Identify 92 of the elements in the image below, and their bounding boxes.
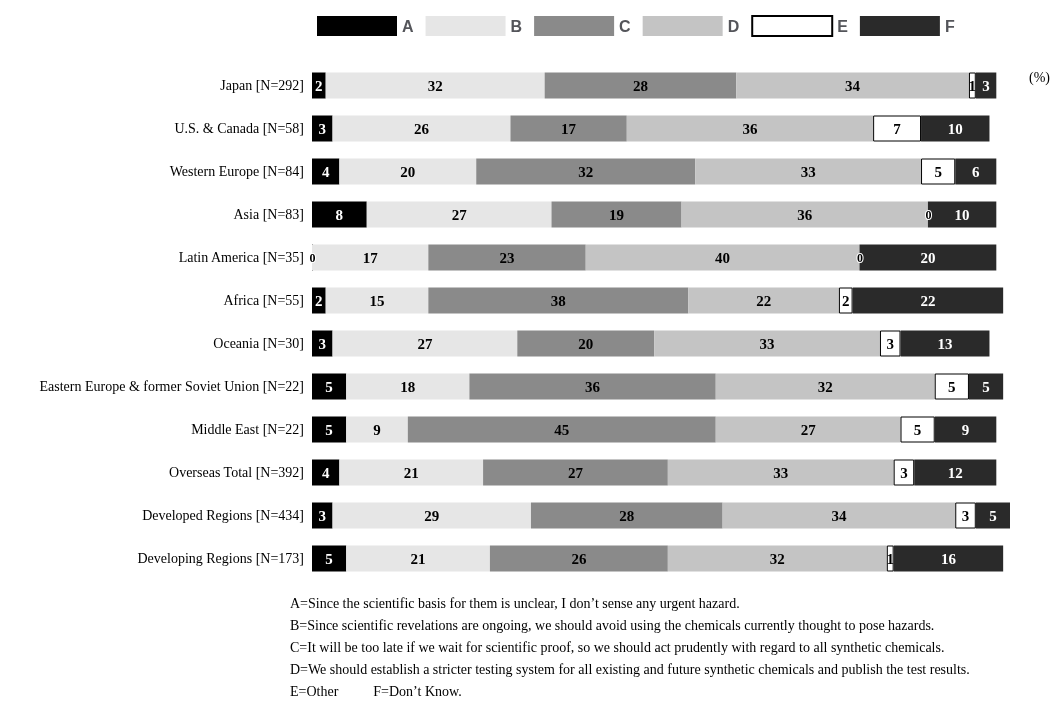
data-label: 33 <box>800 163 816 180</box>
data-label: 29 <box>424 507 440 524</box>
data-label: 5 <box>934 163 942 180</box>
y-tick-label: Oceania [N=30] <box>213 336 304 351</box>
text: A=Since the scientific basis for them is unclear, I don’t sense any urgent hazard. <box>290 595 740 611</box>
data-label: 3 <box>318 335 327 352</box>
y-tick-label: Overseas Total [N=392] <box>169 465 304 480</box>
data-label: 23 <box>499 249 515 266</box>
data-label: 33 <box>773 464 789 481</box>
data-label: 27 <box>451 206 468 223</box>
legend-label: F <box>944 17 955 35</box>
data-label: 5 <box>982 378 990 395</box>
data-label: 27 <box>800 421 817 438</box>
data-label: 4 <box>321 464 330 481</box>
data-label: 32 <box>427 77 443 94</box>
data-label: 2 <box>315 77 323 94</box>
data-label: 38 <box>550 292 566 309</box>
data-label: 2 <box>842 292 850 309</box>
data-label: 21 <box>403 464 419 481</box>
data-label: 45 <box>554 421 570 438</box>
data-label: 9 <box>961 421 970 438</box>
data-label: 22 <box>920 292 936 309</box>
data-label: 28 <box>632 77 648 94</box>
data-label: 3 <box>886 335 894 352</box>
data-label: 9 <box>373 421 381 438</box>
data-label: 26 <box>571 550 587 567</box>
data-label: 0 <box>925 207 932 222</box>
data-label: 10 <box>947 120 963 137</box>
legend-label: C <box>619 17 632 35</box>
data-label: 26 <box>413 120 430 137</box>
data-label: 3 <box>982 77 990 94</box>
data-label: 32 <box>817 378 833 395</box>
text: B=Since scientific revelations are ongoing, we should avoid using the chemicals currently thought to pose hazards. <box>290 617 935 633</box>
y-tick-label: Asia [N=83] <box>233 207 304 222</box>
data-label: 12 <box>947 464 963 481</box>
data-label: 5 <box>989 507 997 524</box>
y-tick-label: Developed Regions [N=434] <box>142 508 304 523</box>
text: E=Other F=Don’t Know. <box>290 683 462 699</box>
data-label: 16 <box>940 550 957 567</box>
data-label: 19 <box>609 206 625 223</box>
data-label: 5 <box>325 421 333 438</box>
data-label: 5 <box>948 378 956 395</box>
data-label: 36 <box>585 378 601 395</box>
data-label: 32 <box>578 163 594 180</box>
legend-label: D <box>727 17 740 35</box>
text: D=We should establish a stricter testing system for all existing and future synthetic chemicals and publish the test results. <box>290 661 970 677</box>
data-label: 5 <box>325 550 333 567</box>
data-label: 3 <box>318 120 327 137</box>
data-label: 33 <box>759 335 775 352</box>
data-label: 3 <box>961 507 970 524</box>
data-label: 34 <box>831 507 847 524</box>
data-label: 40 <box>715 249 731 266</box>
text: C=It will be too late if we wait for scientific proof, so we should act prudently with regard to all synthetic chemicals. <box>290 639 945 655</box>
data-label: 5 <box>913 421 922 438</box>
data-label: 13 <box>937 335 953 352</box>
data-label: 5 <box>325 378 333 395</box>
legend-label: B <box>510 17 523 35</box>
data-label: 28 <box>619 507 635 524</box>
data-label: 15 <box>369 292 385 309</box>
y-tick-label: Latin America [N=35] <box>178 250 304 265</box>
data-label: 20 <box>920 249 936 266</box>
data-label: 4 <box>321 163 330 180</box>
data-label: 10 <box>954 206 970 223</box>
data-label: 36 <box>797 206 813 223</box>
y-tick-label: Developing Regions [N=173] <box>137 551 304 566</box>
data-label: 6 <box>972 163 981 180</box>
y-tick-label: Africa [N=55] <box>223 293 304 308</box>
y-tick-label: Eastern Europe & former Soviet Union [N=22] <box>39 379 304 394</box>
data-label: 21 <box>410 550 426 567</box>
data-label: 27 <box>417 335 433 352</box>
y-tick-label: Japan [N=292] <box>220 78 304 93</box>
data-label: 20 <box>400 163 416 180</box>
legend-label: E <box>837 17 849 35</box>
y-tick-label: Western Europe [N=84] <box>169 164 304 179</box>
data-label: 17 <box>362 249 379 266</box>
data-label: 20 <box>578 335 594 352</box>
data-label: 3 <box>900 464 908 481</box>
data-label: 34 <box>845 77 861 94</box>
data-label: 3 <box>318 507 327 524</box>
data-label: 18 <box>400 378 416 395</box>
text: (%) <box>1029 69 1051 86</box>
data-label: 17 <box>561 120 577 137</box>
data-label: 36 <box>742 120 758 137</box>
data-label: 32 <box>769 550 785 567</box>
data-label: 8 <box>335 206 344 223</box>
data-label: 2 <box>315 292 323 309</box>
y-tick-label: Middle East [N=22] <box>191 422 304 437</box>
legend-label: A <box>402 17 414 35</box>
data-label: 7 <box>893 120 902 137</box>
y-tick-label: U.S. & Canada [N=58] <box>174 121 304 136</box>
data-label: 27 <box>567 464 584 481</box>
data-label: 22 <box>756 292 772 309</box>
